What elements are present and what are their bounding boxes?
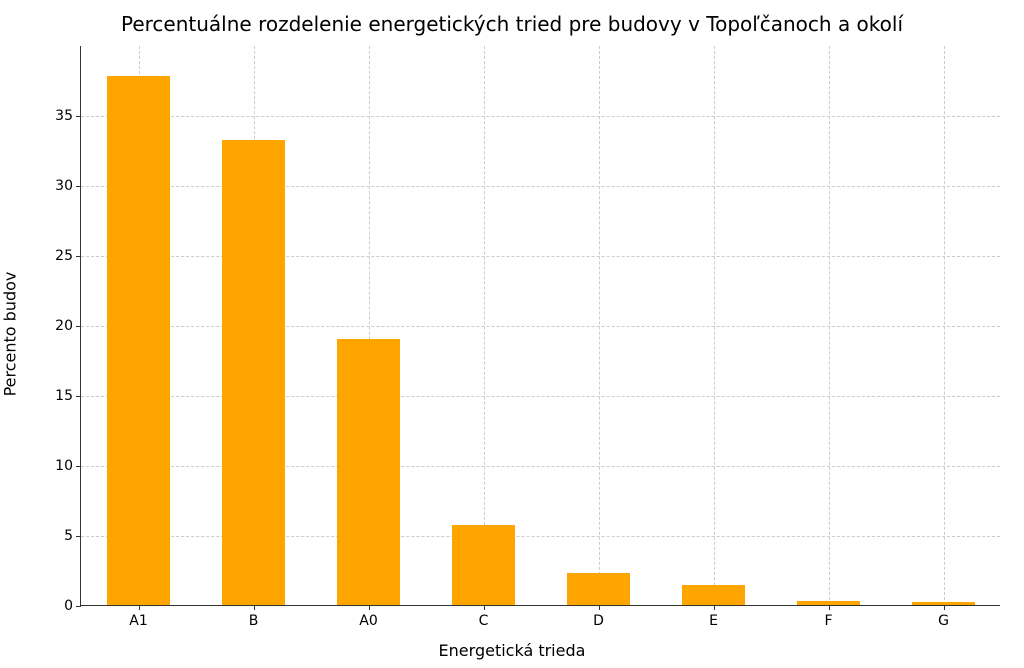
grid-line-v bbox=[944, 46, 945, 605]
grid-line-h bbox=[81, 256, 1000, 257]
x-tick-label: D bbox=[593, 605, 604, 629]
grid-line-v bbox=[714, 46, 715, 605]
grid-line-v bbox=[484, 46, 485, 605]
chart-container: Percentuálne rozdelenie energetických tr… bbox=[0, 0, 1024, 668]
grid-line-h bbox=[81, 466, 1000, 467]
bar bbox=[222, 140, 285, 605]
plot-area: 05101520253035A1BA0CDEFG bbox=[80, 46, 1000, 606]
bar bbox=[107, 76, 170, 605]
chart-title: Percentuálne rozdelenie energetických tr… bbox=[0, 12, 1024, 36]
grid-line-h bbox=[81, 116, 1000, 117]
bar bbox=[452, 525, 515, 605]
y-tick-label: 25 bbox=[55, 248, 81, 264]
grid-line-v bbox=[829, 46, 830, 605]
x-tick-label: F bbox=[824, 605, 832, 629]
grid-line-h bbox=[81, 186, 1000, 187]
y-tick-label: 30 bbox=[55, 178, 81, 194]
bar bbox=[337, 339, 400, 605]
y-tick-label: 20 bbox=[55, 318, 81, 334]
grid-line-v bbox=[599, 46, 600, 605]
grid-line-h bbox=[81, 396, 1000, 397]
y-axis-label: Percento budov bbox=[1, 272, 20, 397]
bar bbox=[682, 585, 745, 605]
y-tick-label: 35 bbox=[55, 108, 81, 124]
bar bbox=[797, 601, 860, 605]
x-tick-label: B bbox=[249, 605, 259, 629]
y-tick-label: 10 bbox=[55, 458, 81, 474]
bar bbox=[567, 573, 630, 605]
x-tick-label: C bbox=[479, 605, 489, 629]
grid-line-h bbox=[81, 536, 1000, 537]
bar bbox=[912, 602, 975, 605]
x-tick-label: A1 bbox=[129, 605, 147, 629]
y-tick-label: 5 bbox=[64, 528, 81, 544]
x-tick-label: A0 bbox=[359, 605, 377, 629]
x-tick-label: G bbox=[938, 605, 949, 629]
grid-line-h bbox=[81, 326, 1000, 327]
x-axis-label: Energetická trieda bbox=[0, 641, 1024, 660]
x-tick-label: E bbox=[709, 605, 718, 629]
y-tick-label: 0 bbox=[64, 598, 81, 614]
y-tick-label: 15 bbox=[55, 388, 81, 404]
